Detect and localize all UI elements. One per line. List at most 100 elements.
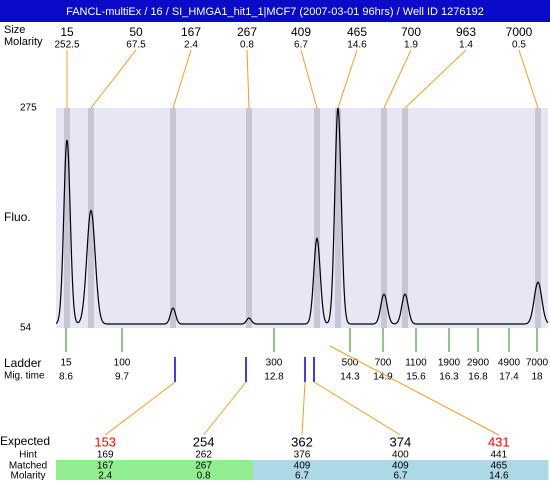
peak-molarity: 0.5 bbox=[512, 40, 526, 51]
matched-value: 167 bbox=[97, 461, 114, 472]
trace bbox=[55, 107, 549, 325]
peak-band bbox=[64, 108, 70, 328]
mig-time-label: Mig. time bbox=[4, 371, 45, 382]
expected-value: 362 bbox=[291, 434, 313, 449]
peak-connector bbox=[300, 49, 318, 109]
ladder-size: 100 bbox=[114, 358, 131, 369]
y-tick-label: 54 bbox=[20, 323, 32, 334]
peak-band bbox=[335, 108, 341, 328]
peak-molarity: 252.5 bbox=[54, 40, 79, 51]
peak-band bbox=[381, 108, 387, 328]
ladder-size: 4900 bbox=[498, 358, 521, 369]
matched-value: 465 bbox=[490, 461, 507, 472]
ladder-time: 9.7 bbox=[115, 372, 129, 383]
ladder-time: 17.4 bbox=[499, 372, 519, 383]
peak-band bbox=[170, 108, 176, 328]
matched-value: 409 bbox=[392, 461, 409, 472]
peak-connector bbox=[404, 49, 467, 109]
y-axis-label: Fluo. bbox=[4, 210, 31, 224]
expected-value: 254 bbox=[193, 434, 215, 449]
ladder-size: 1100 bbox=[405, 358, 427, 369]
matched-molarity: 14.6 bbox=[489, 471, 509, 480]
peak-band bbox=[88, 108, 94, 328]
hint-value: 262 bbox=[195, 450, 212, 461]
matched-cell bbox=[351, 460, 451, 480]
peak-size: 700 bbox=[401, 25, 421, 39]
peak-size: 50 bbox=[129, 25, 143, 39]
expected-value: 153 bbox=[94, 434, 116, 449]
expected-connector bbox=[329, 345, 500, 436]
peak-molarity: 2.4 bbox=[184, 40, 198, 51]
ladder-time: 14.9 bbox=[373, 372, 393, 383]
ladder-size: 700 bbox=[375, 358, 392, 369]
ladder-size: 2900 bbox=[467, 358, 490, 369]
expected-value: 374 bbox=[390, 434, 412, 449]
ladder-time: 8.6 bbox=[59, 372, 73, 383]
ladder-time: 16.3 bbox=[439, 372, 459, 383]
expected-connector bbox=[301, 381, 306, 436]
matched-value: 409 bbox=[294, 461, 311, 472]
matched-molarity: 6.7 bbox=[295, 471, 309, 480]
hint-value: 441 bbox=[490, 450, 507, 461]
peak-size: 409 bbox=[291, 25, 311, 39]
peak-size: 465 bbox=[347, 25, 367, 39]
matched-cell bbox=[252, 460, 352, 480]
title: FANCL-multiEx / 16 / SI_HMGA1_hit1_1|MCF… bbox=[66, 6, 484, 18]
matched-molarity: 0.8 bbox=[197, 471, 211, 480]
ladder-size: 15 bbox=[60, 358, 72, 369]
peak-connector bbox=[172, 49, 192, 109]
matched-value: 267 bbox=[195, 461, 212, 472]
row-molarity-label: Molarity bbox=[10, 471, 45, 480]
hint-value: 169 bbox=[97, 450, 114, 461]
size-label: Size bbox=[4, 24, 25, 36]
peak-connector bbox=[90, 49, 137, 109]
ladder-time: 12.8 bbox=[264, 372, 284, 383]
hint-value: 376 bbox=[294, 450, 311, 461]
ladder-time: 18 bbox=[531, 372, 543, 383]
ladder-time: 14.3 bbox=[340, 372, 360, 383]
peak-size: 963 bbox=[456, 25, 476, 39]
matched-cell bbox=[449, 460, 549, 480]
peak-molarity: 14.6 bbox=[347, 40, 367, 51]
expected-label: Expected bbox=[0, 434, 50, 448]
molarity-label: Molarity bbox=[4, 36, 43, 48]
peak-molarity: 6.7 bbox=[294, 40, 308, 51]
peak-size: 167 bbox=[181, 25, 201, 39]
expected-connector bbox=[313, 381, 401, 436]
peak-size: 267 bbox=[237, 25, 257, 39]
peak-molarity: 0.8 bbox=[240, 40, 254, 51]
ladder-time: 15.6 bbox=[406, 372, 426, 383]
peak-molarity: 67.5 bbox=[126, 40, 146, 51]
expected-value: 431 bbox=[488, 434, 510, 449]
ladder-size: 500 bbox=[342, 358, 359, 369]
hint-value: 400 bbox=[392, 450, 409, 461]
peak-band bbox=[246, 108, 252, 328]
hint-label: Hint bbox=[19, 450, 37, 461]
peak-connector bbox=[246, 49, 250, 109]
peak-molarity: 1.9 bbox=[404, 40, 418, 51]
title-bar bbox=[0, 0, 550, 22]
expected-connector bbox=[203, 381, 247, 436]
ladder-size: 7000 bbox=[526, 358, 549, 369]
peak-band bbox=[535, 108, 541, 328]
peak-connector bbox=[383, 49, 412, 109]
matched-cell bbox=[154, 460, 254, 480]
peak-band bbox=[314, 108, 320, 328]
peak-size: 7000 bbox=[506, 25, 533, 39]
peak-size: 15 bbox=[60, 25, 74, 39]
matched-label: Matched bbox=[9, 461, 47, 472]
peak-molarity: 1.4 bbox=[459, 40, 473, 51]
plot-area bbox=[56, 108, 548, 328]
ladder-size: 300 bbox=[266, 358, 283, 369]
peak-connector bbox=[337, 49, 358, 109]
matched-molarity: 2.4 bbox=[98, 471, 112, 480]
ladder-size: 1900 bbox=[438, 358, 461, 369]
y-tick-label: 275 bbox=[20, 103, 37, 114]
expected-connector bbox=[104, 381, 176, 436]
ladder-label: Ladder bbox=[4, 356, 41, 370]
matched-molarity: 6.7 bbox=[393, 471, 407, 480]
ladder-time: 16.8 bbox=[468, 372, 488, 383]
peak-connector bbox=[518, 49, 539, 109]
peak-band bbox=[402, 108, 408, 328]
